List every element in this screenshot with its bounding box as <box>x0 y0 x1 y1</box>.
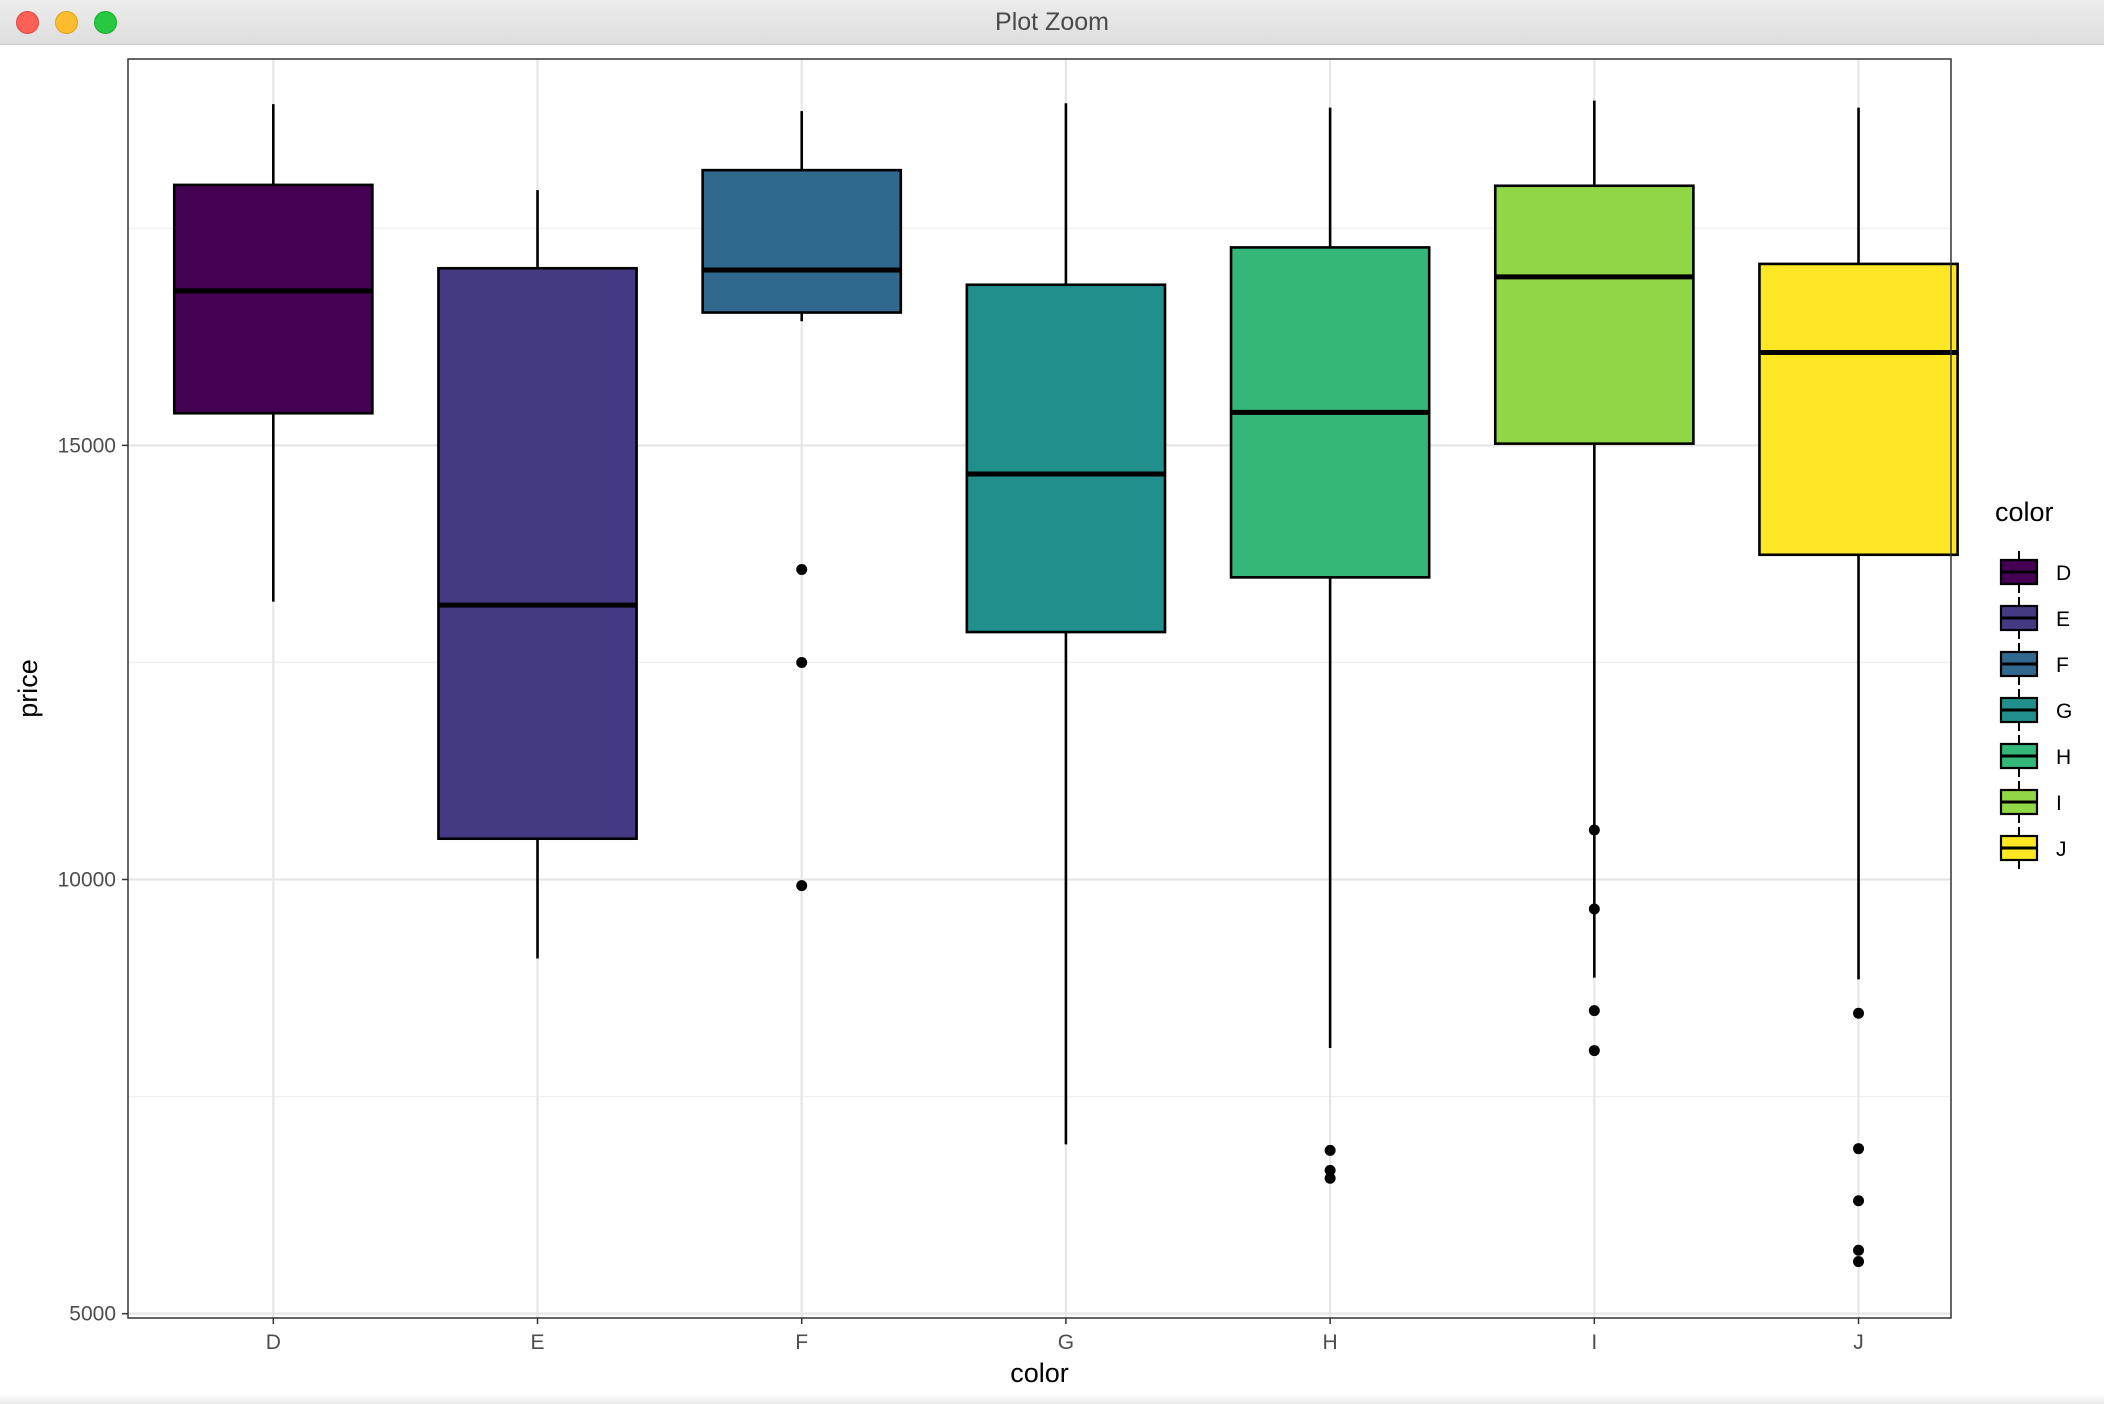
box-E <box>437 266 638 841</box>
legend-label: F <box>2056 654 2069 677</box>
legend-label: E <box>2056 608 2070 631</box>
outlier-point <box>1853 1256 1865 1268</box>
outlier-point <box>796 880 808 892</box>
box-D <box>172 183 374 415</box>
outlier-point <box>1588 1005 1600 1017</box>
box-G <box>965 283 1167 634</box>
outlier-point <box>796 656 808 668</box>
outlier-point <box>796 564 808 576</box>
zoom-window-button[interactable] <box>94 11 117 34</box>
x-tick-label: I <box>1591 1331 1597 1354</box>
window-titlebar: Plot Zoom <box>0 0 2104 45</box>
legend-label: D <box>2056 562 2071 585</box>
x-tick-label: H <box>1323 1331 1338 1354</box>
outlier-point <box>1588 1045 1600 1057</box>
window-bottom-edge <box>0 1394 2104 1404</box>
outlier-point <box>1588 824 1600 836</box>
x-tick-label: D <box>266 1331 281 1354</box>
box-F <box>701 168 903 314</box>
box-J <box>1758 262 1959 557</box>
y-tick-label: 15000 <box>58 434 116 457</box>
outlier-point <box>1324 1172 1336 1184</box>
outlier-point <box>1588 903 1600 915</box>
legend-label: J <box>2056 838 2067 861</box>
legend-label: H <box>2056 746 2071 769</box>
minimize-window-button[interactable] <box>55 11 78 34</box>
x-tick-label: F <box>795 1331 808 1354</box>
outlier-point <box>1853 1195 1865 1207</box>
x-axis-title: color <box>1010 1358 1069 1388</box>
legend-label: G <box>2056 700 2072 723</box>
x-tick-label: J <box>1853 1331 1864 1354</box>
x-tick-label: G <box>1058 1331 1074 1354</box>
y-axis-title: price <box>13 659 43 718</box>
y-tick-label: 10000 <box>58 869 116 892</box>
box-I <box>1493 184 1695 445</box>
x-tick-label: E <box>531 1331 545 1354</box>
close-window-button[interactable] <box>16 11 39 34</box>
panel-border <box>127 58 1952 1319</box>
outlier-point <box>1324 1144 1336 1156</box>
outlier-point <box>1324 1164 1336 1176</box>
outlier-point <box>1853 1007 1865 1019</box>
y-tick-label: 5000 <box>69 1303 116 1326</box>
outlier-point <box>1853 1244 1865 1256</box>
window-title: Plot Zoom <box>995 8 1109 36</box>
legend-title: color <box>1995 497 2054 527</box>
legend-label: I <box>2056 792 2062 815</box>
outlier-point <box>1853 1143 1865 1155</box>
